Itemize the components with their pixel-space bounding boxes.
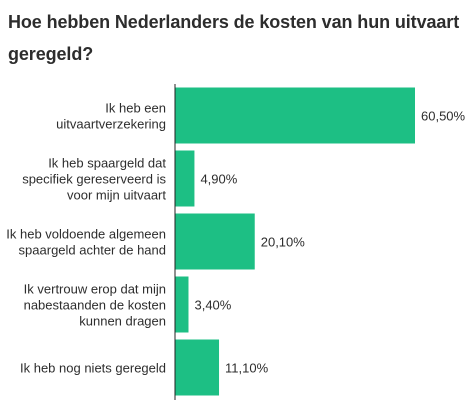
bar-1 [175, 87, 415, 144]
chart-title: Hoe hebben Nederlanders de kosten van hu… [8, 12, 460, 64]
value-label-4: 3,40% [194, 298, 231, 313]
value-label-2: 4,90% [200, 172, 237, 187]
value-label-5: 11,10% [225, 361, 269, 376]
category-label-4-line-3: kunnen dragen [79, 314, 166, 329]
value-label-3: 20,10% [261, 235, 306, 250]
value-label-1: 60,50% [421, 109, 466, 124]
category-label-2: Ik heb spaargeld dat specifiek gereservee… [22, 156, 166, 203]
category-label-2-line-1: Ik heb spaargeld dat [48, 156, 166, 171]
category-label-1-line-2: uitvaartverzekering [56, 117, 166, 132]
category-label-4: Ik vertrouw erop dat mijn nabestaanden de… [24, 282, 166, 329]
bar-3 [175, 213, 255, 270]
category-label-2-line-3: voor mijn uitvaart [67, 188, 166, 203]
category-label-3-line-2: spaargeld achter de hand [19, 243, 166, 258]
category-label-4-line-2: nabestaanden de kosten [24, 298, 166, 313]
category-label-1: Ik heb een uitvaartverzekering [56, 101, 166, 132]
category-label-3-line-1: Ik heb voldoende algemeen [6, 227, 166, 242]
category-label-2-line-2: specifiek gereserveerd is [22, 172, 166, 187]
category-label-5: Ik heb nog niets geregeld [20, 361, 166, 376]
bar-4 [175, 276, 189, 333]
category-label-5-line-1: Ik heb nog niets geregeld [20, 361, 166, 376]
category-label-3: Ik heb voldoende algemeen spaargeld achte… [6, 227, 166, 258]
category-label-1-line-1: Ik heb een [105, 101, 166, 116]
bar-2 [175, 150, 195, 207]
category-label-4-line-1: Ik vertrouw erop dat mijn [24, 282, 166, 297]
bar-5 [175, 339, 220, 396]
